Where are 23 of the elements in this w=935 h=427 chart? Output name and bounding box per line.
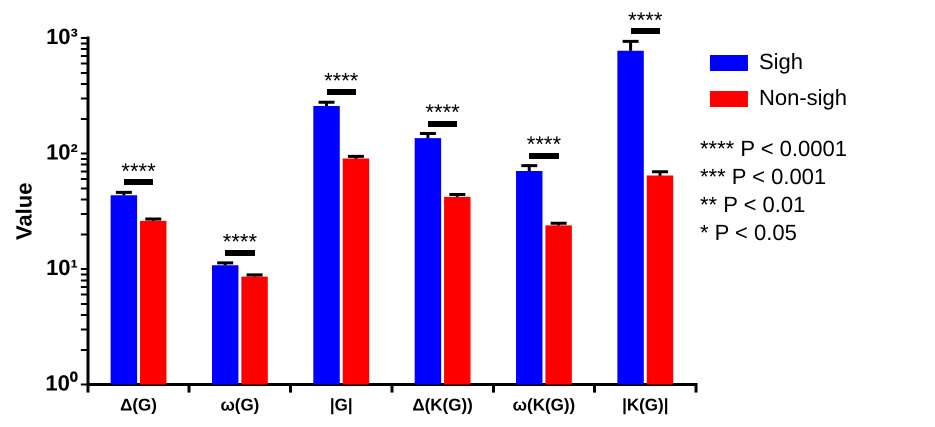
annotation: **** <box>324 68 359 94</box>
x-tick-label: ω(G) <box>220 395 260 414</box>
legend-label: Non-sigh <box>758 85 848 110</box>
text: **** <box>628 7 663 32</box>
annotation: **** <box>121 158 156 184</box>
legend-label: Sigh <box>758 49 804 74</box>
x-tick-label: |K(G)| <box>622 395 668 414</box>
x-tick-label: ω(K(G)) <box>512 395 576 414</box>
x-tick-label: Δ(G) <box>120 395 157 414</box>
y-tick-label: 10² <box>46 140 78 165</box>
x-tick-label: |G| <box>330 395 353 414</box>
x-tick-label: Δ(K(G)) <box>412 395 473 414</box>
text: ** P < 0.01 <box>700 192 806 218</box>
y-tick-label: 10⁰ <box>45 370 78 396</box>
text: **** P < 0.0001 <box>700 136 847 162</box>
text: * P < 0.05 <box>700 220 797 246</box>
y-tick-label: 10¹ <box>46 255 78 280</box>
annotation: **** <box>425 100 460 125</box>
y-tick-label: 10³ <box>46 24 78 50</box>
y-axis-title: Value <box>11 182 36 240</box>
annotation: **** <box>526 132 562 157</box>
text: *** P < 0.001 <box>700 164 826 190</box>
annotation: **** <box>222 228 258 254</box>
